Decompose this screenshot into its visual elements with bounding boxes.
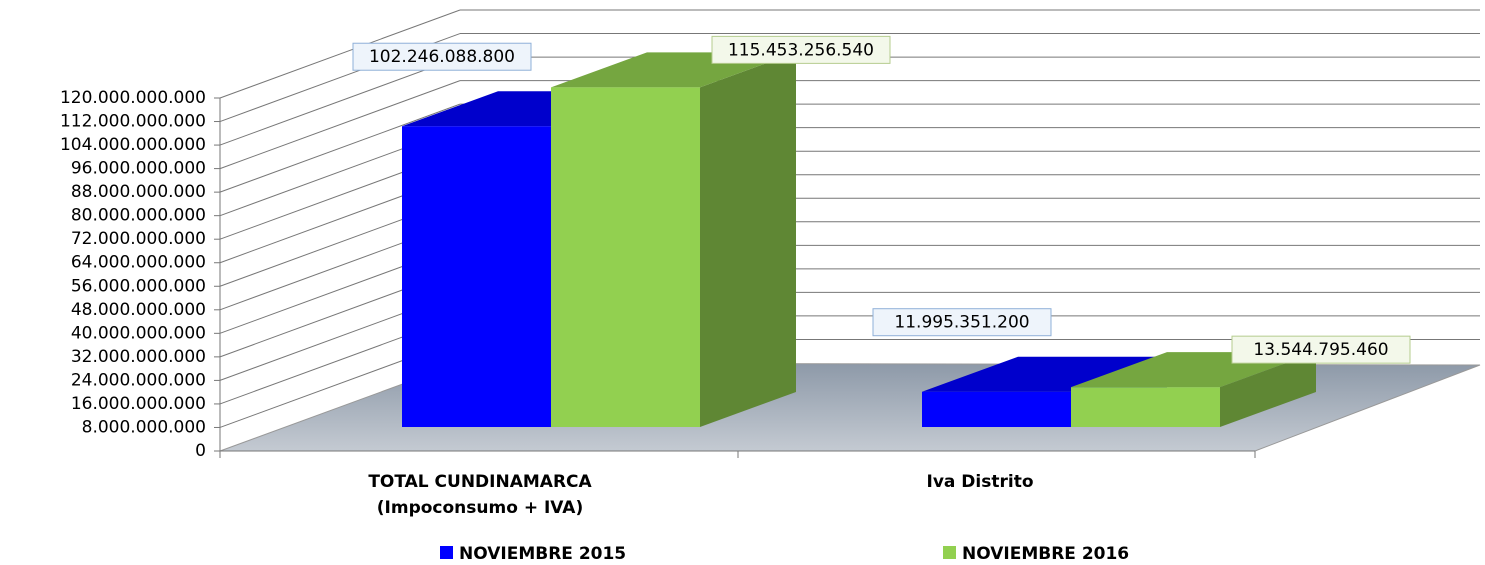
bar (922, 391, 1071, 427)
data-label-box (1231, 335, 1411, 364)
data-label-box (711, 35, 891, 64)
bar-side (700, 52, 796, 428)
y-tick-label: 8.000.000.000 (82, 417, 206, 437)
x-tick-label: TOTAL CUNDINAMARCA (Impoconsumo + IVA) (368, 472, 592, 518)
y-tick-label: 64.000.000.000 (71, 253, 206, 273)
data-label-box (352, 42, 532, 71)
legend-swatch (440, 546, 453, 559)
legend-label: NOVIEMBRE 2016 (962, 544, 1129, 564)
grid-line (219, 80, 461, 170)
y-tick-label: 104.000.000.000 (60, 135, 206, 155)
legend-label: NOVIEMBRE 2015 (459, 544, 626, 564)
grid-line (219, 56, 461, 146)
data-label: 102.246.088.800 (369, 47, 515, 67)
y-tick-label: 96.000.000.000 (71, 159, 206, 179)
y-tick-label: 112.000.000.000 (60, 112, 206, 132)
bar (551, 87, 700, 427)
y-tick-label: 0 (195, 441, 206, 461)
grid-line (219, 103, 461, 193)
bar-top (922, 356, 1167, 392)
grid-line (219, 9, 461, 99)
y-tick-label: 16.000.000.000 (71, 394, 206, 414)
y-tick-label: 32.000.000.000 (71, 347, 206, 367)
y-tick-label: 24.000.000.000 (71, 370, 206, 390)
y-tick-label: 80.000.000.000 (71, 206, 206, 226)
bar-side (1220, 352, 1316, 427)
data-label: 115.453.256.540 (728, 40, 874, 60)
legend-swatch (943, 546, 956, 559)
data-label-box (872, 308, 1052, 337)
y-tick-label: 48.000.000.000 (71, 300, 206, 320)
data-label: 11.995.351.200 (894, 313, 1029, 333)
y-tick-label: 120.000.000.000 (60, 88, 206, 108)
data-label: 13.544.795.460 (1253, 340, 1388, 360)
bar (402, 126, 551, 428)
y-tick-label: 56.000.000.000 (71, 276, 206, 296)
y-tick-label: 72.000.000.000 (71, 229, 206, 249)
bar (1071, 387, 1220, 427)
x-tick-label: Iva Distrito (926, 472, 1034, 492)
y-tick-label: 40.000.000.000 (71, 323, 206, 343)
y-tick-label: 88.000.000.000 (71, 182, 206, 202)
